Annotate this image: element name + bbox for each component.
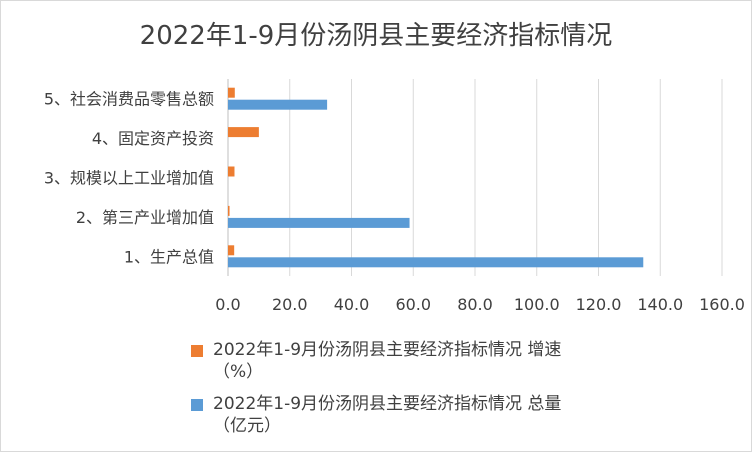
bar-chart: 0.0 20.0 40.0 60.0 80.0 100.0 120.0 140.0 160.0 1… — [44, 79, 745, 314]
category-label: 5、社会消费品零售总额 — [44, 90, 214, 109]
x-tick-label: 20.0 — [272, 295, 308, 314]
growth-bar-2 — [228, 205, 230, 216]
x-tick-label: 120.0 — [576, 295, 622, 314]
x-tick-label: 60.0 — [395, 295, 431, 314]
chart-title: 2022年1-9月份汤阴县主要经济指标情况 — [139, 21, 613, 51]
growth-bar-3 — [228, 166, 235, 177]
growth-bar-1 — [228, 245, 235, 256]
legend-label-growth-unit: （%） — [213, 362, 264, 382]
growth-bar-4 — [228, 127, 259, 138]
legend-swatch-total — [191, 399, 203, 411]
category-label: 4、固定资产投资 — [92, 129, 214, 148]
legend-label-total-unit: （亿元） — [213, 416, 281, 436]
x-tick-label: 140.0 — [637, 295, 683, 314]
x-tick-label: 100.0 — [514, 295, 560, 314]
total-bar-1 — [228, 257, 644, 268]
x-tick-label: 80.0 — [457, 295, 493, 314]
total-bar-2 — [228, 217, 410, 228]
category-label: 1、生产总值 — [124, 247, 214, 266]
legend-label-total: 2022年1-9月份汤阴县主要经济指标情况 总量 — [213, 394, 562, 414]
x-tick-label: 160.0 — [699, 295, 745, 314]
x-tick-label: 40.0 — [334, 295, 370, 314]
legend-swatch-growth — [191, 345, 203, 357]
x-tick-label: 0.0 — [215, 295, 240, 314]
total-bar-5 — [228, 99, 328, 110]
growth-bar-5 — [228, 87, 235, 98]
category-label: 2、第三产业增加值 — [76, 208, 214, 227]
legend-item-growth: 2022年1-9月份汤阴县主要经济指标情况 增速 （%） — [191, 339, 731, 383]
legend-label-growth: 2022年1-9月份汤阴县主要经济指标情况 增速 — [213, 340, 562, 360]
category-label: 3、规模以上工业增加值 — [44, 169, 214, 188]
legend: 2022年1-9月份汤阴县主要经济指标情况 增速 （%） 2022年1-9月份汤… — [191, 339, 731, 447]
legend-item-total: 2022年1-9月份汤阴县主要经济指标情况 总量 （亿元） — [191, 393, 731, 437]
